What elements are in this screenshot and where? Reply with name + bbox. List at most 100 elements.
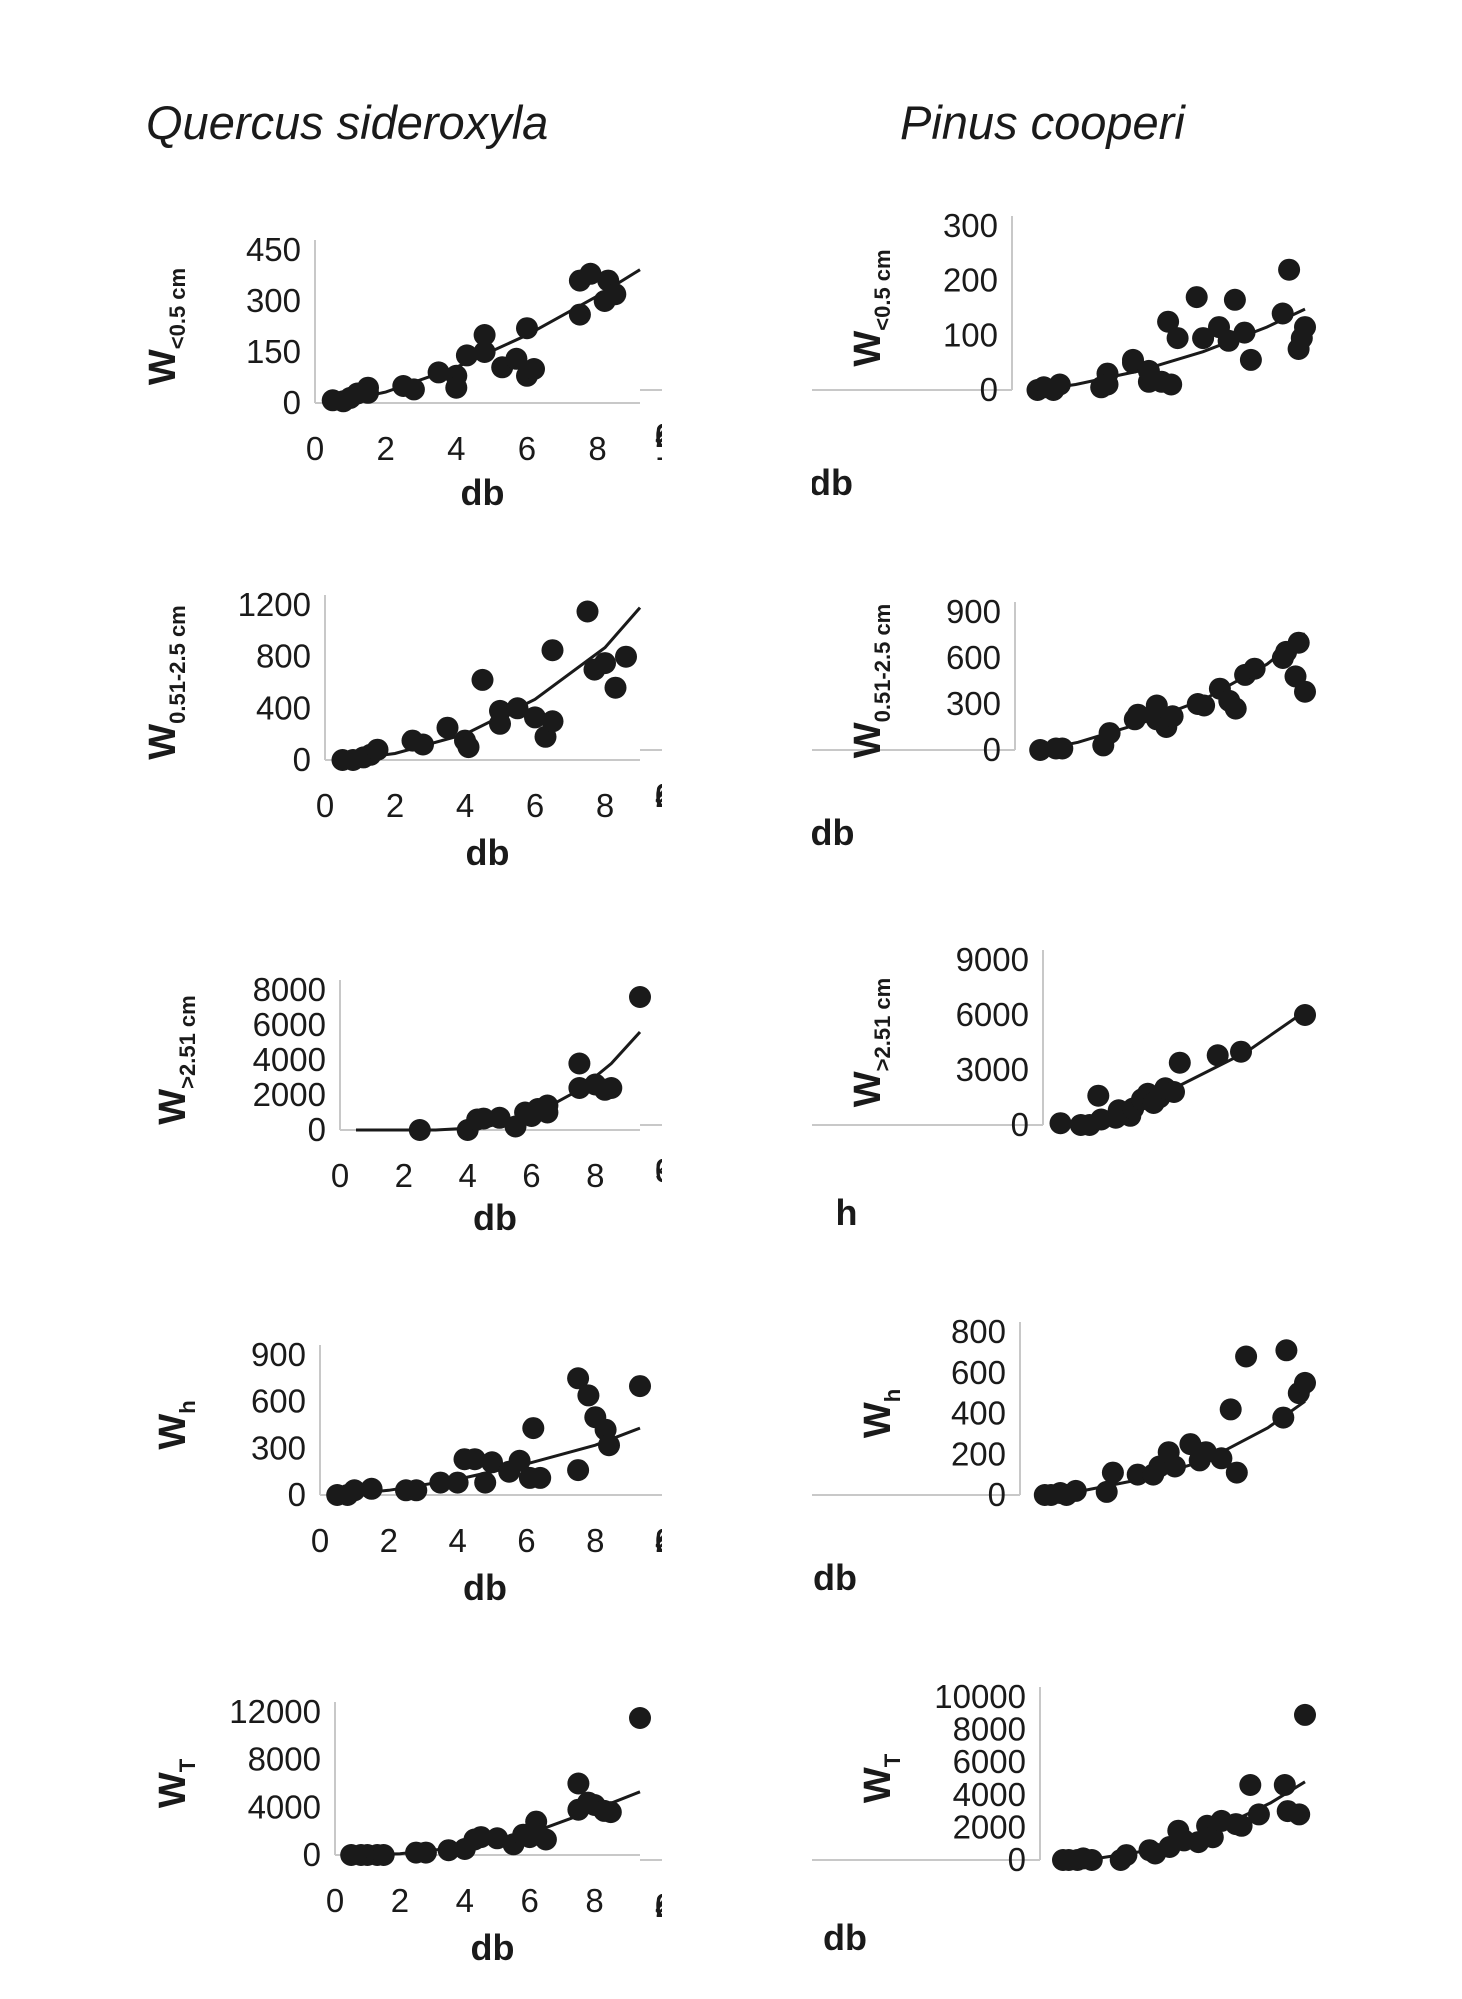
data-point <box>1275 1339 1298 1362</box>
chart-p4: 020040060080002468dbWh <box>640 1313 1316 1598</box>
data-point <box>470 1826 492 1849</box>
data-point <box>1126 703 1149 726</box>
data-point <box>455 344 478 367</box>
data-point <box>1278 258 1301 281</box>
y-tick-label: 10000 <box>934 1678 1026 1715</box>
y-tick-label: 300 <box>943 207 998 244</box>
data-point <box>366 738 389 761</box>
y-tick-label: 800 <box>951 1313 1006 1350</box>
data-point <box>1271 302 1294 325</box>
data-point <box>567 1459 590 1482</box>
y-axis-label-subscript: h <box>880 1389 905 1402</box>
y-tick-label: 8000 <box>248 1741 321 1778</box>
data-point <box>577 1384 600 1407</box>
data-point <box>629 1707 651 1729</box>
data-point <box>1294 680 1316 703</box>
data-point <box>1224 697 1247 720</box>
data-point <box>1101 1461 1124 1484</box>
x-axis-label: db <box>823 1917 867 1958</box>
data-point <box>1206 1044 1229 1067</box>
x-axis-label: db <box>811 812 855 853</box>
y-tick-label: 6000 <box>956 996 1029 1033</box>
data-point <box>357 381 379 404</box>
data-point <box>1243 657 1266 680</box>
chart-q4: 0 300 600 900 0 2 4 6 8 db Wh <box>152 1336 651 1608</box>
x-tick-label: 6 <box>522 1157 540 1194</box>
data-point <box>402 378 425 401</box>
data-point <box>568 303 591 326</box>
y-tick-label: 4000 <box>248 1788 321 1825</box>
x-tick-label: 4 <box>448 1522 466 1559</box>
x-tick-label: 2 <box>395 1157 413 1194</box>
y-axis-label-main: W <box>142 349 184 385</box>
chart-q5: 0 4000 8000 12000 0 2 4 6 8 db WT <box>152 1693 651 1968</box>
y-tick-label: 0 <box>303 1836 321 1873</box>
y-axis-label: Wh <box>857 1389 905 1438</box>
y-tick-label: 0 <box>983 731 1001 768</box>
y-axis-label: WT <box>152 1758 200 1808</box>
data-point <box>1087 1084 1110 1107</box>
data-point <box>534 1828 557 1851</box>
data-point <box>427 361 450 384</box>
x-tick-label: 0 <box>331 1157 349 1194</box>
data-point <box>360 1477 383 1500</box>
y-tick-label: 900 <box>946 593 1001 630</box>
x-tick-label: 2 <box>386 787 404 824</box>
x-tick-label: 6 <box>521 1882 539 1919</box>
y-axis-label-subscript: T <box>880 1753 905 1767</box>
x-axis-label: db <box>466 832 510 873</box>
data-point <box>1049 1112 1072 1135</box>
data-point <box>1161 705 1184 728</box>
data-point <box>1048 373 1071 396</box>
y-tick-label: 300 <box>246 282 301 319</box>
data-point <box>604 283 627 306</box>
data-point <box>1029 739 1052 761</box>
data-point <box>372 1844 395 1866</box>
data-point <box>1294 316 1316 339</box>
data-point <box>436 716 459 739</box>
data-point <box>489 712 511 735</box>
y-tick-label: 0 <box>988 1476 1006 1513</box>
x-tick-label: 8 <box>586 1157 604 1194</box>
data-point <box>474 1471 497 1494</box>
y-tick-label: 150 <box>246 333 301 370</box>
x-axis-label: db <box>473 1197 517 1238</box>
data-point <box>1096 373 1119 396</box>
y-tick-label: 100 <box>943 316 998 353</box>
y-axis-label: Wh <box>152 1400 200 1449</box>
data-point <box>506 697 529 720</box>
x-axis-label: db <box>471 1927 515 1968</box>
data-point <box>463 1448 486 1471</box>
y-axis-label-subscript: <0.5 cm <box>870 249 895 330</box>
right-edge-mask <box>1325 150 1462 1999</box>
data-point <box>505 347 528 370</box>
y-tick-label: 800 <box>256 638 311 675</box>
data-point <box>522 1417 545 1440</box>
x-tick-label: 2 <box>376 430 394 467</box>
data-point <box>457 736 480 759</box>
y-axis-label-main: W <box>847 1071 889 1107</box>
data-point <box>629 986 651 1008</box>
y-axis-label-main: W <box>152 1772 194 1808</box>
y-axis-label-subscript: >2.51 cm <box>175 995 200 1089</box>
y-tick-label: 300 <box>251 1429 306 1466</box>
data-point <box>1166 327 1189 350</box>
y-axis-label: W0.51-2.5 cm <box>142 605 190 760</box>
data-point <box>408 1119 431 1141</box>
data-point <box>429 1471 452 1494</box>
data-point <box>414 1841 437 1864</box>
data-point <box>1201 1826 1224 1849</box>
y-tick-label: 1200 <box>238 586 311 623</box>
y-axis-label: W<0.5 cm <box>847 249 895 366</box>
data-point <box>525 1810 548 1833</box>
data-point <box>600 1077 623 1099</box>
y-tick-label: 9000 <box>956 941 1029 978</box>
y-tick-label: 2000 <box>253 1076 326 1113</box>
y-tick-label: 0 <box>308 1111 326 1148</box>
x-tick-label: 4 <box>456 1882 474 1919</box>
y-tick-label: 0 <box>283 384 301 421</box>
column-title-right: Pinus cooperi <box>900 96 1185 149</box>
y-tick-label: 12000 <box>229 1693 321 1730</box>
